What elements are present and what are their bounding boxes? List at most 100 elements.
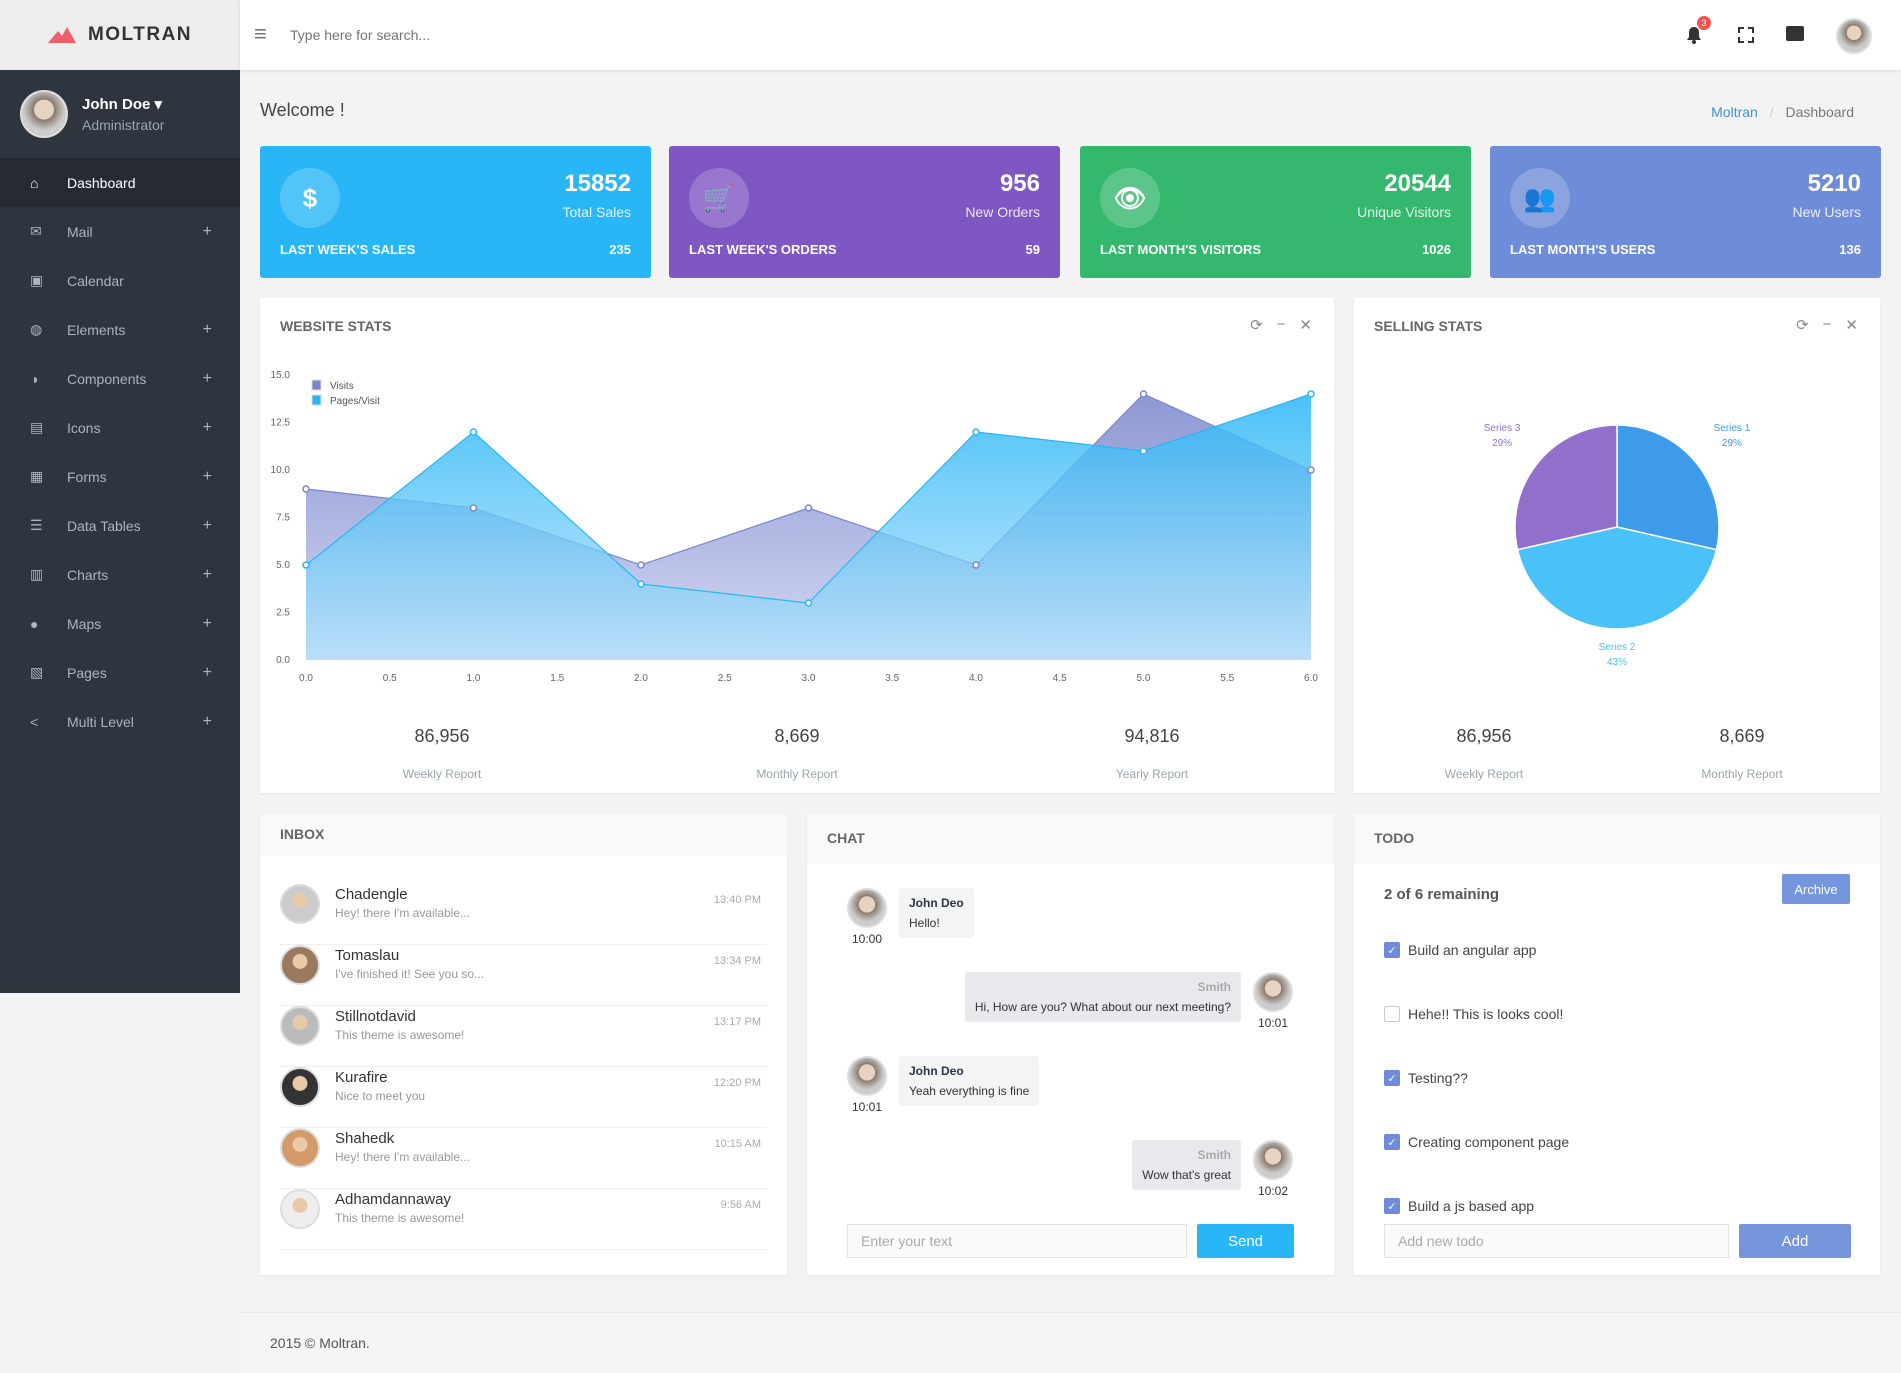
expand-icon[interactable]: + (202, 418, 212, 436)
inbox-item[interactable]: Stillnotdavid This theme is awesome! 13:17… (280, 1006, 767, 1067)
user-profile[interactable]: John Doe ▾ Administrator (0, 70, 240, 158)
data-point[interactable] (1307, 466, 1315, 474)
expand-icon[interactable]: + (202, 712, 212, 730)
data-point[interactable] (972, 561, 980, 569)
todo-item[interactable]: ✓ Creating component page (1384, 1134, 1569, 1150)
todo-item[interactable]: ✓ Build an angular app (1384, 942, 1536, 958)
archive-button[interactable]: Archive (1782, 874, 1850, 904)
expand-icon[interactable]: + (202, 320, 212, 338)
card-value: 15852 (564, 170, 631, 197)
expand-icon[interactable]: + (202, 614, 212, 632)
fullscreen-icon[interactable] (1738, 27, 1754, 43)
expand-icon[interactable]: + (202, 516, 212, 534)
refresh-icon[interactable]: ⟳ (1796, 317, 1809, 334)
todo-item[interactable]: ✓ Build a js based app (1384, 1198, 1534, 1214)
inbox-item[interactable]: Tomaslau I've finished it! See you so... 1… (280, 945, 767, 1006)
inbox-item[interactable]: Shahedk Hey! there I'm available... 10:15 … (280, 1128, 767, 1189)
todo-item[interactable]: Hehe!! This is looks cool! (1384, 1006, 1563, 1022)
logo-mountain-icon (47, 27, 76, 43)
sidebar-item-calendar[interactable]: ▣ Calendar (0, 256, 240, 305)
todo-checkbox[interactable] (1384, 1006, 1400, 1022)
inbox-item[interactable]: Chadengle Hey! there I'm available... 13:4… (280, 884, 767, 945)
john-avatar (847, 1056, 887, 1096)
dashboard-icon: ⌂ (30, 174, 39, 191)
data-point[interactable] (469, 428, 478, 436)
todo-item[interactable]: ✓ Testing?? (1384, 1070, 1468, 1086)
close-icon[interactable]: ✕ (1299, 317, 1312, 334)
close-icon[interactable]: ✕ (1845, 317, 1858, 334)
chat-input[interactable]: Enter your text (847, 1224, 1187, 1258)
pie-slice-3[interactable] (1514, 424, 1618, 551)
data-point[interactable] (1307, 390, 1315, 398)
sidebar-item-multi-level[interactable]: < Multi Level + (0, 697, 240, 746)
refresh-icon[interactable]: ⟳ (1250, 317, 1263, 334)
data-point[interactable] (469, 504, 478, 512)
panel-title: INBOX (280, 826, 325, 842)
yearly-report-stat: 94,816 Yearly Report (1115, 726, 1189, 781)
sidebar-item-dashboard[interactable]: ⌂ Dashboard (0, 158, 240, 207)
x-tick-label: 4.0 (969, 673, 983, 684)
website-stats-chart: 0.0 2.5 5.0 7.5 10.0 12.5 15.0 0.0 0.5 1.0 1.5 2.0 2… (271, 370, 1319, 684)
minimize-icon[interactable]: − (1822, 316, 1832, 333)
todo-checkbox[interactable]: ✓ (1384, 1070, 1400, 1086)
card-count: 59 (1025, 242, 1040, 257)
brand-name: MOLTRAN (87, 24, 193, 45)
inbox-item[interactable]: Kurafire Nice to meet you 12:20 PM (280, 1067, 767, 1128)
notification-bell-icon[interactable] (1686, 26, 1702, 44)
x-tick-label: 2.5 (718, 673, 732, 684)
sidebar-item-mail[interactable]: ✉ Mail + (0, 207, 240, 256)
todo-checkbox[interactable]: ✓ (1384, 1134, 1400, 1150)
sender-avatar (280, 1006, 320, 1046)
sidebar-item-pages[interactable]: ▧ Pages + (0, 648, 240, 697)
caret-down-icon[interactable]: ▾ (154, 96, 163, 113)
todo-checkbox[interactable]: ✓ (1384, 1198, 1400, 1214)
sidebar-item-charts[interactable]: ▥ Charts + (0, 550, 240, 599)
todo-checkbox[interactable]: ✓ (1384, 942, 1400, 958)
sidebar-item-maps[interactable]: ● Maps + (0, 599, 240, 648)
message-time: 10:01 (1257, 1016, 1289, 1030)
data-point[interactable] (302, 561, 310, 569)
profile-avatar[interactable] (1836, 18, 1872, 54)
expand-icon[interactable]: + (202, 369, 212, 387)
sidebar-item-forms[interactable]: ▦ Forms + (0, 452, 240, 501)
data-point[interactable] (804, 599, 813, 607)
todo-input[interactable]: Add new todo (1384, 1224, 1729, 1258)
card-icon: 👁 (1100, 168, 1160, 228)
data-point[interactable] (302, 485, 310, 493)
sidebar-item-icons[interactable]: ▤ Icons + (0, 403, 240, 452)
brand-logo[interactable]: MOLTRAN (0, 0, 240, 70)
data-point[interactable] (1139, 390, 1148, 398)
expand-icon[interactable]: + (202, 222, 212, 240)
data-point[interactable] (1139, 447, 1148, 455)
john-avatar (847, 888, 887, 928)
sender-name: Stillnotdavid (335, 1008, 416, 1025)
expand-icon[interactable]: + (202, 467, 212, 485)
inbox-item[interactable]: Adhamdannaway This theme is awesome! 9:56 … (280, 1189, 767, 1250)
data-point[interactable] (637, 561, 645, 569)
breadcrumb-moltran[interactable]: Moltran (1711, 104, 1758, 120)
pie-slice-2[interactable] (1516, 526, 1718, 630)
forms-icon: ▦ (30, 468, 44, 484)
website-stats-panel: WEBSITE STATS ⟳ − ✕ 0.0 2.5 5.0 7.5 10.0 12.5 15… (260, 298, 1334, 793)
message-time: 10:02 (1257, 1184, 1289, 1198)
expand-icon[interactable]: + (202, 663, 212, 681)
chat-icon[interactable] (1786, 26, 1804, 41)
expand-icon[interactable]: + (202, 565, 212, 583)
sidebar-item-data-tables[interactable]: ☰ Data Tables + (0, 501, 240, 550)
card-label: LAST WEEK'S ORDERS (689, 242, 837, 257)
data-point[interactable] (637, 580, 645, 588)
minimize-icon[interactable]: − (1276, 316, 1286, 333)
sidebar-item-elements[interactable]: ◍ Elements + (0, 305, 240, 354)
data-point[interactable] (804, 504, 813, 512)
chat-message: John Deo Yeah everything is fine (899, 1056, 1040, 1106)
add-todo-button[interactable]: Add (1739, 1224, 1851, 1258)
sidebar-item-components[interactable]: ◑ Components + (0, 354, 240, 403)
x-tick-label: 0.5 (383, 673, 397, 684)
pie-slice-1[interactable] (1616, 424, 1720, 551)
data-point[interactable] (972, 428, 980, 436)
y-tick-label: 0.0 (276, 655, 290, 666)
send-button[interactable]: Send (1197, 1224, 1294, 1258)
stat-card: 🛒 956 New Orders LAST WEEK'S ORDERS 59 (669, 146, 1060, 278)
menu-toggle-icon[interactable]: ≡ (254, 21, 267, 46)
search-input[interactable] (290, 20, 690, 50)
